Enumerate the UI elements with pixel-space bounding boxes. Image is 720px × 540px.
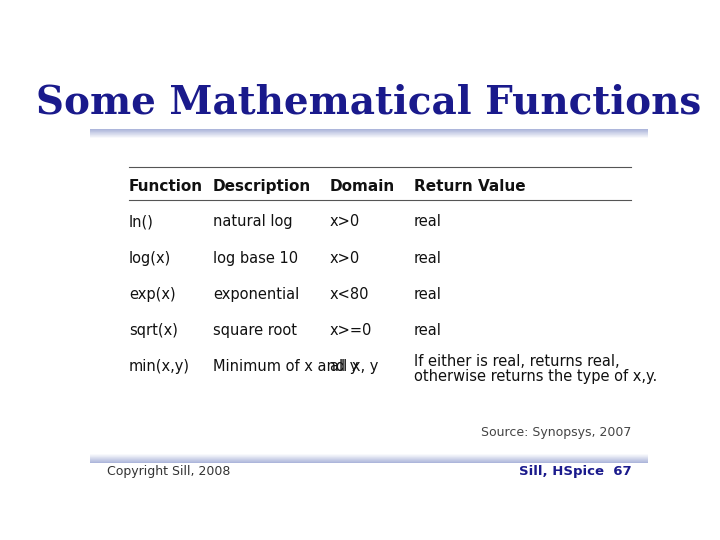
Text: otherwise returns the type of x,y.: otherwise returns the type of x,y. — [413, 369, 657, 384]
Text: x>0: x>0 — [330, 251, 360, 266]
Text: real: real — [413, 287, 441, 302]
Text: x<80: x<80 — [330, 287, 369, 302]
Text: real: real — [413, 214, 441, 230]
Text: log(x): log(x) — [129, 251, 171, 266]
Text: If either is real, returns real,: If either is real, returns real, — [413, 354, 619, 369]
Text: sqrt(x): sqrt(x) — [129, 323, 178, 338]
Text: Copyright Sill, 2008: Copyright Sill, 2008 — [107, 465, 230, 478]
Text: ln(): ln() — [129, 214, 154, 230]
Text: Function: Function — [129, 179, 203, 194]
Text: Sill, HSpice  67: Sill, HSpice 67 — [518, 465, 631, 478]
Text: exp(x): exp(x) — [129, 287, 176, 302]
Text: log base 10: log base 10 — [213, 251, 298, 266]
Text: x>=0: x>=0 — [330, 323, 372, 338]
Text: natural log: natural log — [213, 214, 292, 230]
Text: exponential: exponential — [213, 287, 299, 302]
Text: x>0: x>0 — [330, 214, 360, 230]
Text: real: real — [413, 323, 441, 338]
Text: Minimum of x and y: Minimum of x and y — [213, 359, 358, 374]
Text: Some Mathematical Functions: Some Mathematical Functions — [37, 83, 701, 121]
Text: real: real — [413, 251, 441, 266]
Text: Source: Synopsys, 2007: Source: Synopsys, 2007 — [481, 426, 631, 439]
Text: square root: square root — [213, 323, 297, 338]
Text: min(x,y): min(x,y) — [129, 359, 190, 374]
Text: Domain: Domain — [330, 179, 395, 194]
Text: Return Value: Return Value — [413, 179, 526, 194]
Text: Description: Description — [213, 179, 311, 194]
Text: all x, y: all x, y — [330, 359, 378, 374]
